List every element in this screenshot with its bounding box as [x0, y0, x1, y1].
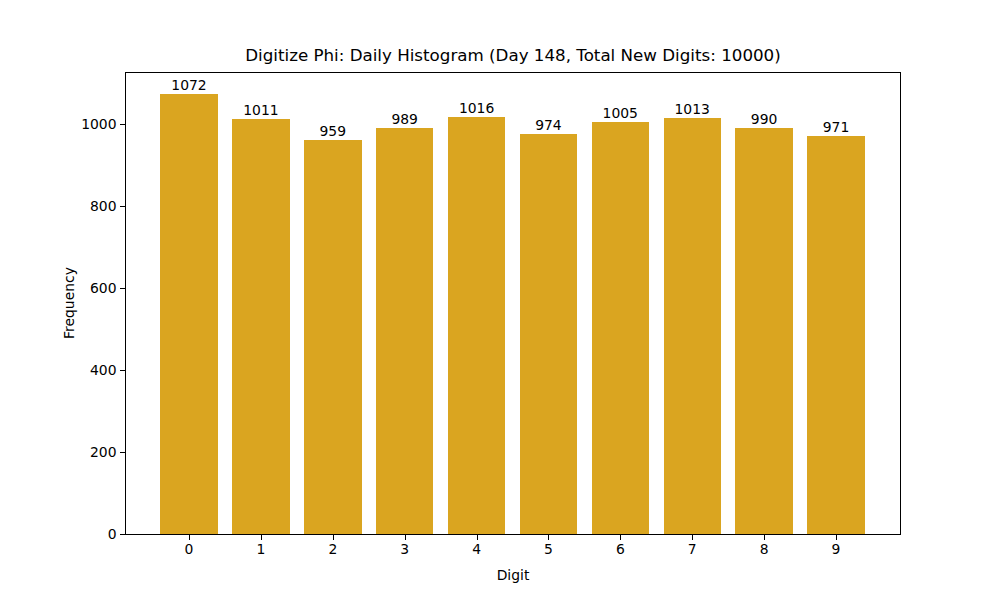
- x-tick-label: 6: [590, 541, 650, 557]
- x-tick-label: 5: [518, 541, 578, 557]
- x-tick-label: 0: [159, 541, 219, 557]
- x-tick-label: 2: [303, 541, 363, 557]
- y-tick-mark: [120, 452, 125, 453]
- x-tick-mark: [189, 535, 190, 540]
- y-tick-label: 1000: [57, 116, 117, 132]
- y-tick-mark: [120, 370, 125, 371]
- y-tick-label: 800: [57, 198, 117, 214]
- plot-area: [125, 72, 901, 535]
- x-tick-label: 1: [231, 541, 291, 557]
- y-tick-label: 0: [57, 526, 117, 542]
- x-tick-mark: [477, 535, 478, 540]
- y-tick-label: 200: [57, 444, 117, 460]
- y-tick-label: 400: [57, 362, 117, 378]
- y-tick-mark: [120, 206, 125, 207]
- x-tick-label: 9: [806, 541, 866, 557]
- x-tick-mark: [692, 535, 693, 540]
- x-tick-mark: [261, 535, 262, 540]
- x-tick-mark: [764, 535, 765, 540]
- x-tick-mark: [405, 535, 406, 540]
- x-tick-mark: [333, 535, 334, 540]
- y-tick-mark: [120, 288, 125, 289]
- x-tick-label: 3: [375, 541, 435, 557]
- x-tick-label: 8: [734, 541, 794, 557]
- y-tick-label: 600: [57, 280, 117, 296]
- x-tick-label: 4: [447, 541, 507, 557]
- y-tick-mark: [120, 124, 125, 125]
- x-tick-label: 7: [662, 541, 722, 557]
- x-tick-mark: [548, 535, 549, 540]
- y-axis-label: Frequency: [61, 267, 77, 339]
- x-axis-label: Digit: [125, 567, 901, 583]
- x-tick-mark: [620, 535, 621, 540]
- figure: 10721011959989101697410051013990971 Digi…: [0, 0, 1000, 600]
- x-tick-mark: [836, 535, 837, 540]
- y-tick-mark: [120, 534, 125, 535]
- chart-title: Digitize Phi: Daily Histogram (Day 148, …: [125, 46, 901, 65]
